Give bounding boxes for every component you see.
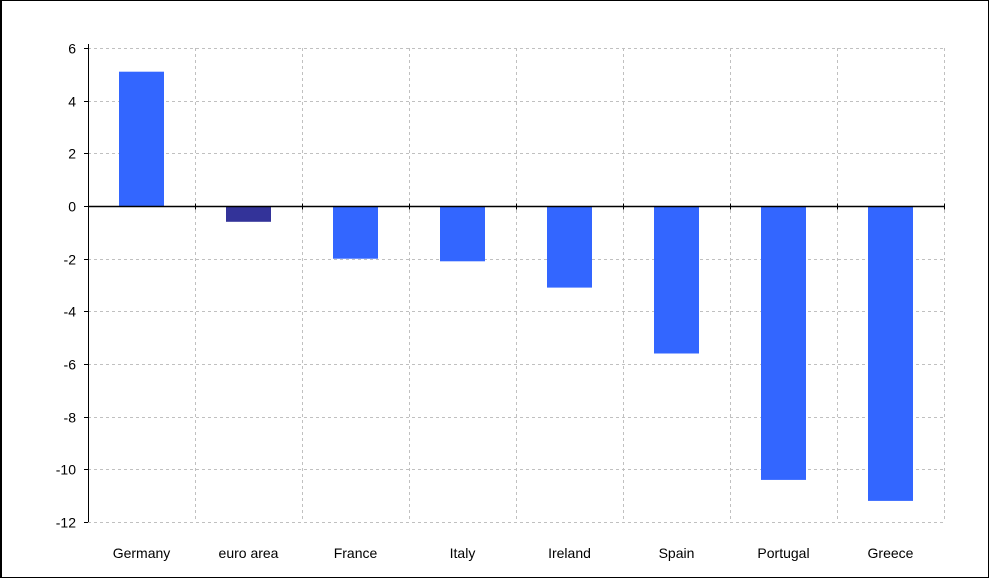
x-tick-label: Portugal [757, 545, 809, 561]
axis-layer [84, 44, 945, 523]
y-tick-label: 2 [68, 146, 76, 162]
y-tick-label: 6 [68, 41, 76, 57]
y-tick-label: -6 [64, 357, 77, 373]
bar-france [333, 206, 378, 259]
bar-spain [654, 206, 699, 354]
y-tick-label: -10 [56, 462, 76, 478]
bar-portugal [761, 206, 806, 480]
x-tick-label: Germany [113, 545, 171, 561]
bars-layer [119, 72, 913, 501]
bar-germany [119, 72, 164, 206]
bar-greece [868, 206, 913, 501]
y-tick-label: 0 [68, 199, 76, 215]
y-tick-label: 4 [68, 94, 76, 110]
bar-ireland [547, 206, 592, 288]
x-tick-label: Greece [868, 545, 914, 561]
x-tick-label: France [334, 545, 378, 561]
y-tick-label: -12 [56, 515, 76, 531]
y-tick-label: -2 [64, 252, 77, 268]
y-tick-label: -8 [64, 410, 77, 426]
y-tick-label: -4 [64, 304, 77, 320]
x-tick-label: Ireland [548, 545, 591, 561]
bar-euro-area [226, 206, 271, 222]
x-tick-label: Spain [659, 545, 695, 561]
bar-italy [440, 206, 485, 261]
grid-layer [88, 48, 945, 523]
x-tick-label: Italy [450, 545, 476, 561]
x-tick-label: euro area [219, 545, 279, 561]
